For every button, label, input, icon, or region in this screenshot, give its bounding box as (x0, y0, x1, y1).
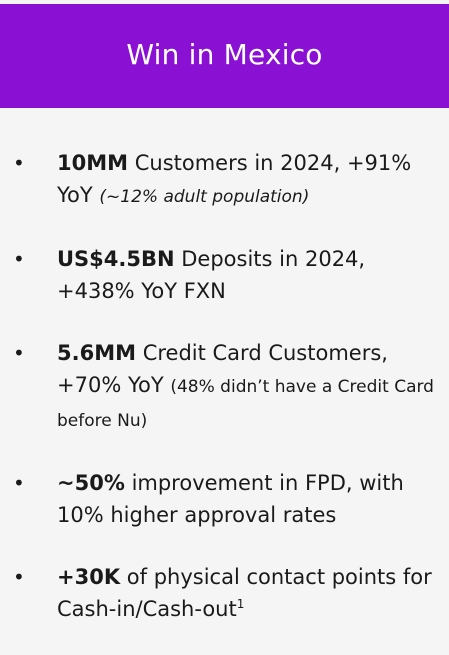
bullet-icon: • (13, 341, 25, 365)
bullet-icon: • (13, 247, 25, 271)
highlight-value: US$4.5BN (57, 247, 175, 271)
list-item-customers: • 10MM Customers in 2024, +91% YoY (~12%… (0, 147, 449, 213)
item-text: of physical contact points for Cash-in/C… (57, 565, 432, 621)
list-item-credit-card: • 5.6MM Credit Card Customers, +70% YoY … (0, 337, 449, 437)
header-banner: Win in Mexico (0, 4, 449, 108)
highlight-value: 10MM (57, 151, 129, 175)
list-item-deposits: • US$4.5BN Deposits in 2024, +438% YoY F… (0, 243, 449, 307)
highlight-value: ~50% (57, 471, 125, 495)
item-text: Deposits in 2024, +438% YoY FXN (57, 247, 366, 303)
list-item-fpd: • ~50% improvement in FPD, with 10% high… (0, 467, 449, 531)
bullet-icon: • (13, 565, 25, 589)
item-text: Customers in 2024, +91% YoY (57, 151, 412, 207)
highlight-value: +30K (57, 565, 121, 589)
page-title: Win in Mexico (126, 37, 323, 71)
item-note: (48% didn’t have a Credit Card before Nu… (57, 377, 434, 431)
item-text: Credit Card Customers, +70% YoY (57, 341, 388, 397)
list-item-contact-points: • +30K of physical contact points for Ca… (0, 561, 449, 625)
item-note: (~12% adult population) (99, 187, 310, 207)
item-text: improvement in FPD, with 10% higher appr… (57, 471, 404, 527)
bullet-list: • 10MM Customers in 2024, +91% YoY (~12%… (0, 147, 449, 625)
footnote-marker: 1 (236, 597, 245, 611)
bullet-icon: • (13, 151, 25, 175)
bullet-icon: • (13, 471, 25, 495)
highlight-value: 5.6MM (57, 341, 136, 365)
